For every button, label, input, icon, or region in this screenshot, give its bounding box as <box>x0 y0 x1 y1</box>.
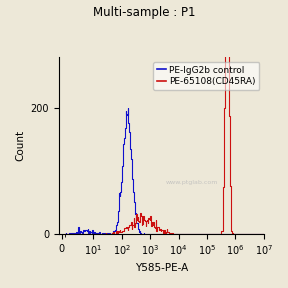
Text: www.ptglab.com: www.ptglab.com <box>165 181 218 185</box>
PE-65108(CD45RA) <box>242 232 245 236</box>
Legend: PE-IgG2b control, PE-65108(CD45RA): PE-IgG2b control, PE-65108(CD45RA) <box>153 62 259 90</box>
PE-IgG2b control <box>63 232 67 236</box>
PE-IgG2b control <box>126 106 129 109</box>
PE-IgG2b control <box>220 232 224 236</box>
PE-IgG2b control <box>242 232 245 236</box>
PE-65108(CD45RA) <box>63 232 67 236</box>
PE-IgG2b control <box>188 232 192 236</box>
Y-axis label: Count: Count <box>15 130 25 161</box>
PE-IgG2b control <box>128 147 132 151</box>
PE-IgG2b control <box>68 231 71 234</box>
PE-IgG2b control <box>170 232 173 236</box>
PE-65108(CD45RA) <box>68 232 71 236</box>
PE-65108(CD45RA) <box>188 232 191 236</box>
PE-65108(CD45RA) <box>128 223 131 227</box>
PE-65108(CD45RA) <box>169 232 173 236</box>
Line: PE-65108(CD45RA): PE-65108(CD45RA) <box>65 0 263 234</box>
Line: PE-IgG2b control: PE-IgG2b control <box>65 108 263 234</box>
PE-65108(CD45RA) <box>262 232 265 236</box>
PE-65108(CD45RA) <box>219 230 223 233</box>
X-axis label: Y585-PE-A: Y585-PE-A <box>135 263 188 273</box>
PE-IgG2b control <box>262 232 265 236</box>
Text: Multi-sample : P1: Multi-sample : P1 <box>93 6 195 19</box>
